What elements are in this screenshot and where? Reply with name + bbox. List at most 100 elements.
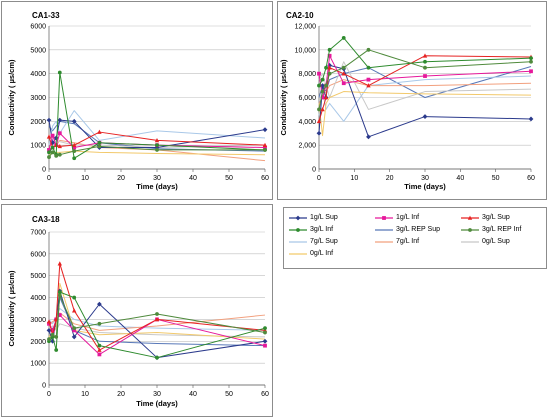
legend-label: 0g/L Sup <box>482 238 510 245</box>
legend-swatch <box>461 241 479 243</box>
x-tick-label: 20 <box>117 175 125 182</box>
data-point-3g-l-rep-inf <box>97 144 102 149</box>
legend-label: 1g/L Inf <box>396 214 420 221</box>
y-tick-label: 12,000 <box>295 24 317 31</box>
data-point-1g-l-inf <box>263 145 267 150</box>
series-line-0g-l-sup <box>318 61 532 110</box>
data-point-1g-l-inf <box>320 95 325 100</box>
series-line-0g-l-inf <box>318 91 532 137</box>
legend-swatch <box>289 228 307 232</box>
legend-swatch <box>375 216 393 220</box>
data-point-3g-l-rep-inf <box>423 65 427 70</box>
data-point-3g-l-inf <box>155 143 159 148</box>
data-point-3g-l-rep-inf <box>341 65 346 70</box>
data-point-3g-l-inf <box>72 295 77 300</box>
x-tick-label: 20 <box>117 391 125 398</box>
data-point-3g-l-inf <box>72 156 77 161</box>
x-tick-label: 10 <box>350 175 358 182</box>
legend-swatch <box>375 229 393 231</box>
x-tick-label: 30 <box>153 391 161 398</box>
x-tick-label: 60 <box>261 391 269 398</box>
data-point-3g-l-sup <box>72 308 77 313</box>
chart-title: CA1-33 <box>32 11 60 20</box>
data-point-1g-l-inf <box>366 77 371 82</box>
data-point-3g-l-sup <box>154 138 160 143</box>
y-tick-label: 5000 <box>30 47 46 54</box>
legend-label: 7g/L Inf <box>396 238 420 245</box>
legend-marker <box>467 215 473 220</box>
y-tick-label: 6,000 <box>298 95 316 102</box>
data-point-3g-l-sup <box>320 107 325 112</box>
data-point-3g-l-rep-inf <box>155 312 159 316</box>
x-tick-label: 50 <box>225 391 233 398</box>
data-point-1g-l-sup <box>71 334 77 340</box>
x-tick-label: 40 <box>456 175 464 182</box>
legend-swatch <box>461 228 479 232</box>
data-point-3g-l-sup <box>57 261 62 266</box>
legend-label: 7g/L Sup <box>310 238 338 245</box>
x-tick-label: 60 <box>261 175 269 182</box>
legend-label: 1g/L Sup <box>310 214 338 221</box>
series-line-3g-l-inf <box>48 291 266 359</box>
data-point-3g-l-inf <box>327 47 332 52</box>
data-point-3g-l-inf <box>155 355 159 360</box>
chart-ca1-33-svg: CA1-33 0 1000 2000 3000 4000 5000 6000 0 10 20 30 40… <box>7 11 269 191</box>
data-point-3g-l-rep-inf <box>317 107 321 112</box>
data-point-1g-l-inf <box>263 343 267 348</box>
data-point-1g-l-inf <box>72 145 77 150</box>
data-point-3g-l-rep-inf <box>529 59 533 64</box>
data-point-1g-l-sup <box>71 118 77 124</box>
y-axis-label: Conductivity ( µs/cm) <box>7 270 16 346</box>
y-tick-label: 2000 <box>30 339 46 346</box>
y-tick-label: 2000 <box>30 119 46 126</box>
x-tick-label: 40 <box>189 391 197 398</box>
data-point-3g-l-sup <box>262 142 268 147</box>
series-line-0g-l-sup <box>48 323 266 338</box>
data-point-1g-l-sup <box>528 116 534 122</box>
x-axis-label: Time (days) <box>136 182 178 191</box>
legend-item-3g-l-rep-sup: 3g/L REP Sup <box>374 225 440 235</box>
y-tick-label: 3000 <box>30 317 46 324</box>
y-tick-label: 0 <box>312 167 316 174</box>
y-tick-label: 5000 <box>30 273 46 280</box>
legend-item-1g-l-inf: 1g/L Inf <box>374 213 419 223</box>
legend-swatch <box>289 241 307 243</box>
data-point-3g-l-rep-inf <box>57 293 62 298</box>
data-point-1g-l-sup <box>57 117 63 123</box>
data-point-3g-l-sup <box>327 65 332 70</box>
data-point-1g-l-sup <box>366 134 371 140</box>
legend-item-0g-l-inf: 0g/L Inf <box>288 249 333 259</box>
chart-ca2-10-svg: CA2-10 0 2,000 4,000 6,000 8,000 10,000 12,000 0… <box>279 11 535 191</box>
series-line-1g-l-inf <box>318 55 532 98</box>
legend-label: 3g/L REP Inf <box>482 226 522 233</box>
data-point-1g-l-inf <box>97 352 102 357</box>
x-tick-label: 60 <box>527 175 535 182</box>
y-tick-label: 0 <box>42 167 46 174</box>
legend-swatch <box>461 215 479 220</box>
y-tick-label: 7000 <box>30 230 46 237</box>
series-line-1g-l-sup <box>48 290 266 359</box>
legend: 1g/L Sup 1g/L Inf 3g/L Sup 3g/L Inf 3g/L REP… <box>283 207 547 269</box>
data-point-1g-l-sup <box>46 327 52 333</box>
data-point-3g-l-rep-inf <box>47 337 51 341</box>
y-tick-label: 3000 <box>30 95 46 102</box>
data-point-3g-l-sup <box>366 83 371 88</box>
legend-label: 3g/L Sup <box>482 214 510 221</box>
data-point-1g-l-inf <box>341 81 346 86</box>
legend-label: 0g/L Inf <box>310 250 334 257</box>
x-tick-label: 30 <box>421 175 429 182</box>
data-point-3g-l-inf <box>54 348 59 352</box>
legend-marker <box>295 215 301 221</box>
data-point-3g-l-rep-inf <box>263 148 267 152</box>
legend-swatch <box>289 253 307 255</box>
y-tick-label: 10,000 <box>295 47 317 54</box>
data-point-3g-l-inf <box>324 65 328 70</box>
data-point-3g-l-sup <box>72 142 77 147</box>
data-point-1g-l-inf <box>317 71 321 76</box>
chart-panel-ca2-10: CA2-10 0 2,000 4,000 6,000 8,000 10,000 12,000 0… <box>277 1 547 200</box>
data-point-3g-l-sup <box>46 134 52 139</box>
chart-title: CA2-10 <box>286 11 314 20</box>
legend-item-7g-l-inf: 7g/L Inf <box>374 237 419 247</box>
legend-swatch <box>375 241 393 243</box>
y-tick-label: 1000 <box>30 143 46 150</box>
